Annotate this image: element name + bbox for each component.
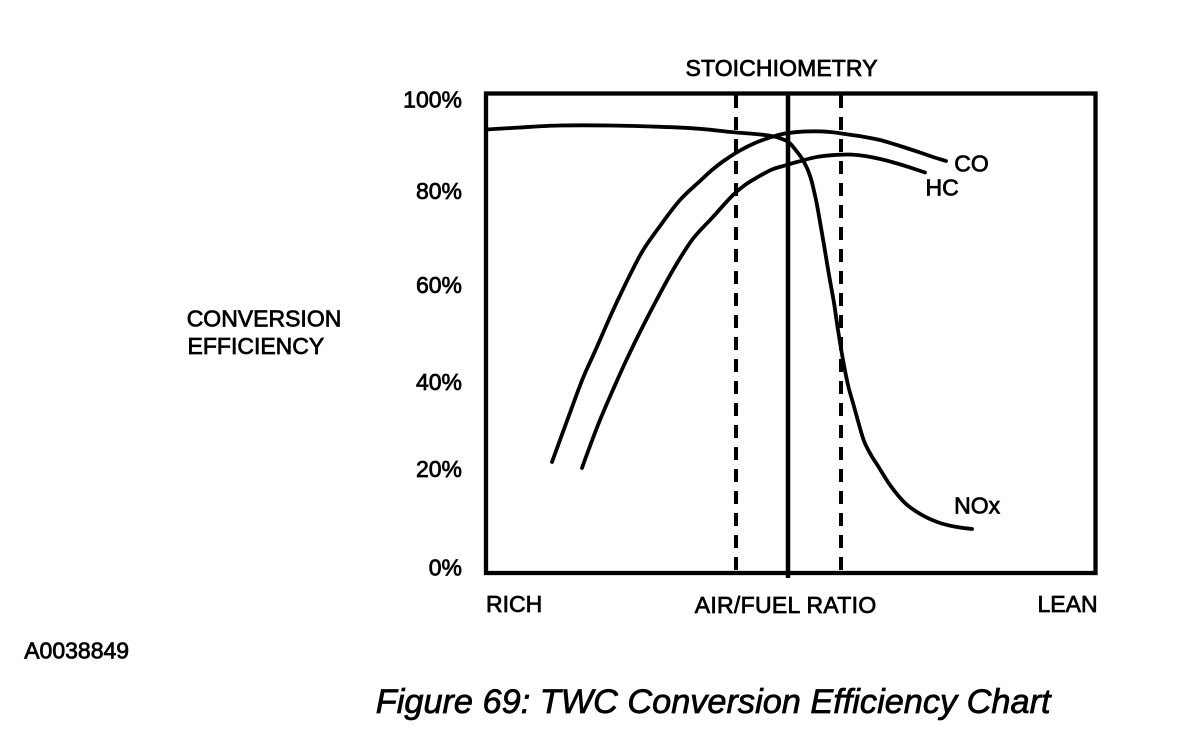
svg-text:60%: 60% [416,272,462,298]
svg-text:NOx: NOx [954,493,1001,519]
svg-text:20%: 20% [416,456,462,482]
svg-text:STOICHIOMETRY: STOICHIOMETRY [686,55,878,81]
svg-text:80%: 80% [416,178,462,204]
svg-text:0%: 0% [429,555,462,581]
svg-text:Figure 69: TWC Conversion Effi: Figure 69: TWC Conversion Efficiency Cha… [376,683,1052,721]
svg-text:AIR/FUEL RATIO: AIR/FUEL RATIO [695,592,877,618]
svg-text:40%: 40% [416,369,462,395]
svg-text:A0038849: A0038849 [24,637,129,663]
svg-text:CONVERSION: CONVERSION [187,306,342,332]
svg-text:LEAN: LEAN [1038,591,1098,617]
svg-text:HC: HC [926,174,959,200]
svg-text:EFFICIENCY: EFFICIENCY [188,333,325,359]
svg-text:RICH: RICH [486,591,542,617]
svg-text:CO: CO [954,151,989,177]
svg-text:100%: 100% [403,87,462,113]
